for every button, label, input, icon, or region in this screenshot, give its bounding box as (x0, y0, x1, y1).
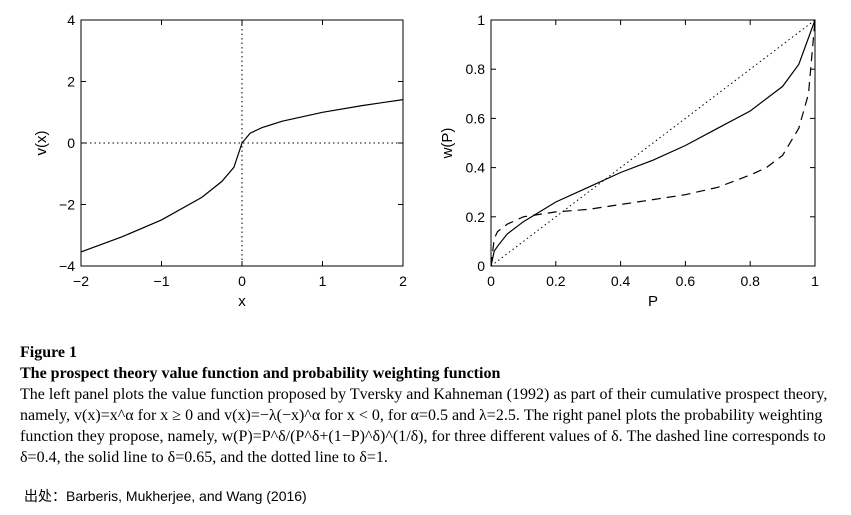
y-tick-label: 0.4 (466, 160, 486, 176)
y-tick-label: 1 (477, 12, 485, 28)
series-line-solid (80, 99, 404, 253)
x-tick-label: 2 (399, 273, 407, 289)
y-tick-label: 2 (67, 74, 75, 90)
x-tick-label: 0 (238, 273, 246, 289)
figure-label: Figure 1 (20, 344, 78, 361)
y-axis-title: w(P) (439, 128, 456, 160)
figure-caption-text: The left panel plots the value function … (20, 386, 828, 466)
x-tick-label: 0.8 (740, 273, 760, 289)
figure-title: The prospect theory value function and p… (20, 365, 501, 382)
x-tick-label: 0.4 (611, 273, 631, 289)
x-axis-title: P (648, 293, 658, 310)
x-tick-label: 0 (487, 273, 495, 289)
figure-caption: Figure 1 The prospect theory value funct… (20, 342, 840, 468)
series-line-solid (490, 19, 816, 267)
y-tick-label: 0 (67, 135, 75, 151)
x-tick-label: 1 (811, 273, 819, 289)
plot-frame (490, 19, 816, 267)
y-tick-label: 0 (477, 258, 485, 274)
y-tick-label: 0.6 (466, 110, 486, 126)
x-tick-label: −2 (73, 273, 89, 289)
x-axis-title: x (238, 293, 246, 310)
right-panel-weighting-function: 0 0.2 0.4 0.6 0.8 1 0 0.2 0.4 0.6 0.8 1 Pw(P) (439, 12, 819, 310)
source-note: 出处：Barberis, Mukherjee, and Wang (2016) (24, 488, 307, 504)
series-line-dashed (490, 19, 816, 267)
series-line-dotted (490, 19, 816, 267)
x-tick-label: −1 (154, 273, 170, 289)
y-axis-title: v(x) (33, 131, 50, 156)
x-tick-label: 0.2 (546, 273, 566, 289)
y-tick-label: 4 (67, 12, 75, 28)
x-tick-label: 1 (319, 273, 327, 289)
y-tick-label: 0.2 (466, 209, 486, 225)
y-tick-label: 0.8 (466, 61, 486, 77)
y-tick-label: −2 (59, 197, 75, 213)
y-tick-label: −4 (59, 258, 75, 274)
x-tick-label: 0.6 (676, 273, 696, 289)
